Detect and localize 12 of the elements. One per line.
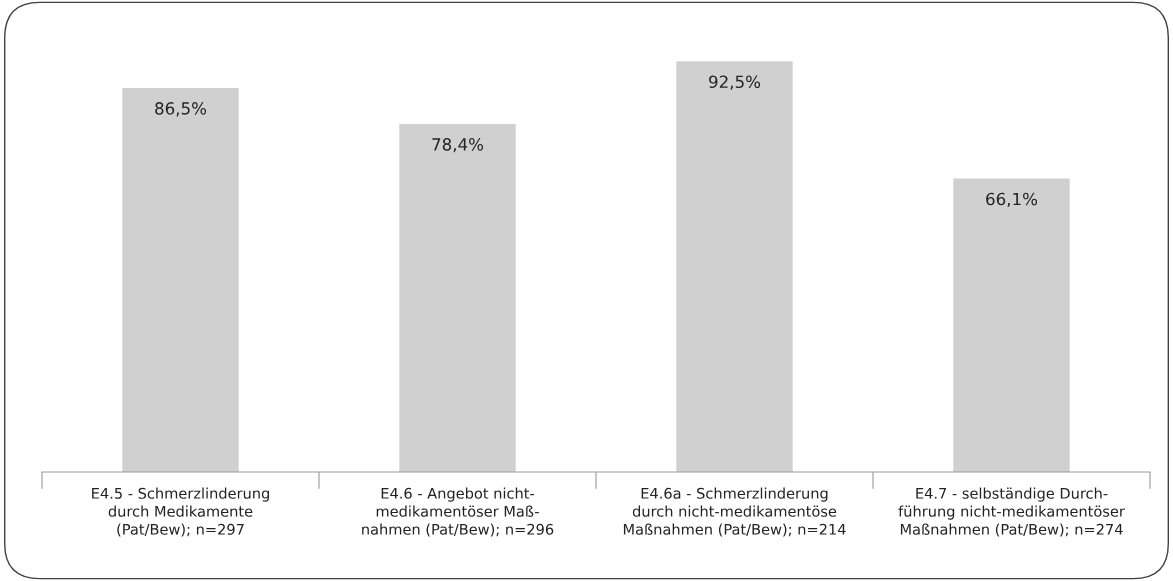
x-tick-label: E4.6a - Schmerzlinderung durch nicht-medikamentöse Maßnahmen (Pat/Bew); n=214	[623, 487, 846, 537]
data-label: 78,4%	[432, 138, 484, 153]
bar	[953, 178, 1070, 472]
data-label: 92,5%	[709, 75, 761, 90]
data-label: 66,1%	[986, 192, 1038, 207]
bar	[399, 123, 516, 472]
bar	[122, 87, 239, 472]
data-label: 86,5%	[155, 102, 207, 117]
x-tick-label: E4.6 - Angebot nicht- medikamentöser Maß- nahmen (Pat/Bew); n=296	[362, 487, 554, 537]
x-tick-label: E4.5 - Schmerzlinderung durch Medikamente (Pat/Bew); n=297	[92, 487, 269, 537]
bar	[676, 61, 793, 472]
x-tick-label: E4.7 - selbständige Durch- führung nicht-medikamentöser Maßnahmen (Pat/Bew); n=274	[898, 487, 1125, 537]
